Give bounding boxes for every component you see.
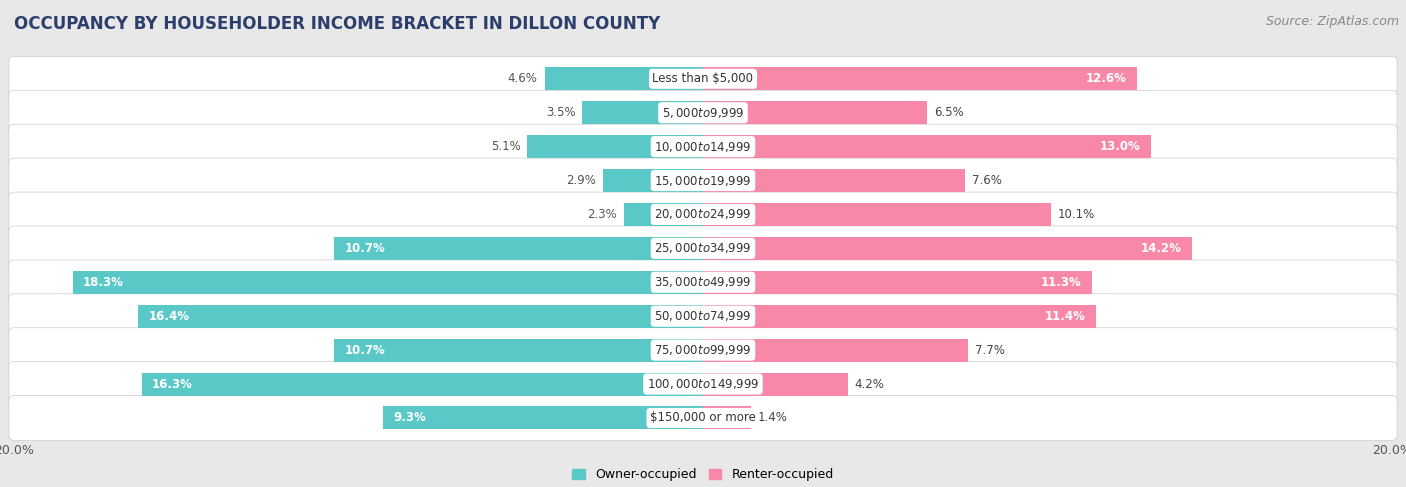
Text: 11.3%: 11.3% [1042, 276, 1083, 289]
Text: 2.3%: 2.3% [588, 208, 617, 221]
Text: $35,000 to $49,999: $35,000 to $49,999 [654, 275, 752, 289]
FancyBboxPatch shape [8, 124, 1398, 169]
Bar [624, 203, 703, 226]
Text: 6.5%: 6.5% [934, 106, 963, 119]
Text: 10.7%: 10.7% [344, 344, 385, 356]
Text: 4.2%: 4.2% [855, 377, 884, 391]
Bar [142, 373, 703, 395]
Text: OCCUPANCY BY HOUSEHOLDER INCOME BRACKET IN DILLON COUNTY: OCCUPANCY BY HOUSEHOLDER INCOME BRACKET … [14, 15, 661, 33]
FancyBboxPatch shape [8, 90, 1398, 135]
Text: 12.6%: 12.6% [1085, 72, 1126, 85]
FancyBboxPatch shape [8, 226, 1398, 271]
Bar [603, 169, 703, 192]
Bar [703, 169, 965, 192]
FancyBboxPatch shape [8, 294, 1398, 338]
Bar [703, 271, 1092, 294]
Text: $100,000 to $149,999: $100,000 to $149,999 [647, 377, 759, 391]
FancyBboxPatch shape [8, 56, 1398, 101]
Bar [73, 271, 703, 294]
FancyBboxPatch shape [8, 192, 1398, 237]
Bar [703, 305, 1095, 328]
Bar [703, 101, 927, 124]
Text: 3.5%: 3.5% [546, 106, 575, 119]
Bar [703, 338, 969, 362]
FancyBboxPatch shape [8, 158, 1398, 203]
Text: 9.3%: 9.3% [392, 412, 426, 425]
Bar [544, 67, 703, 90]
Text: 14.2%: 14.2% [1140, 242, 1182, 255]
Bar [703, 203, 1050, 226]
FancyBboxPatch shape [8, 362, 1398, 407]
Bar [527, 135, 703, 158]
FancyBboxPatch shape [8, 260, 1398, 305]
Bar [703, 135, 1152, 158]
Bar [335, 237, 703, 260]
FancyBboxPatch shape [8, 328, 1398, 373]
Text: 4.6%: 4.6% [508, 72, 537, 85]
Bar [703, 407, 751, 430]
Text: 10.7%: 10.7% [344, 242, 385, 255]
Text: 11.4%: 11.4% [1045, 310, 1085, 323]
Text: Less than $5,000: Less than $5,000 [652, 72, 754, 85]
Text: $20,000 to $24,999: $20,000 to $24,999 [654, 207, 752, 222]
Bar [138, 305, 703, 328]
Bar [382, 407, 703, 430]
Text: 16.4%: 16.4% [149, 310, 190, 323]
Legend: Owner-occupied, Renter-occupied: Owner-occupied, Renter-occupied [572, 468, 834, 482]
Text: $50,000 to $74,999: $50,000 to $74,999 [654, 309, 752, 323]
Text: 13.0%: 13.0% [1099, 140, 1140, 153]
Text: Source: ZipAtlas.com: Source: ZipAtlas.com [1265, 15, 1399, 28]
Text: $150,000 or more: $150,000 or more [650, 412, 756, 425]
Bar [703, 373, 848, 395]
Bar [335, 338, 703, 362]
Text: $10,000 to $14,999: $10,000 to $14,999 [654, 140, 752, 153]
Text: 18.3%: 18.3% [83, 276, 124, 289]
Text: $25,000 to $34,999: $25,000 to $34,999 [654, 242, 752, 255]
Bar [703, 67, 1137, 90]
Text: 2.9%: 2.9% [567, 174, 596, 187]
Text: $75,000 to $99,999: $75,000 to $99,999 [654, 343, 752, 357]
Text: 7.6%: 7.6% [972, 174, 1001, 187]
Text: 16.3%: 16.3% [152, 377, 193, 391]
Bar [582, 101, 703, 124]
FancyBboxPatch shape [8, 395, 1398, 440]
Text: 10.1%: 10.1% [1057, 208, 1095, 221]
Text: 7.7%: 7.7% [976, 344, 1005, 356]
Text: $5,000 to $9,999: $5,000 to $9,999 [662, 106, 744, 120]
Text: $15,000 to $19,999: $15,000 to $19,999 [654, 173, 752, 187]
Bar [703, 237, 1192, 260]
Text: 5.1%: 5.1% [491, 140, 520, 153]
Text: 1.4%: 1.4% [758, 412, 787, 425]
